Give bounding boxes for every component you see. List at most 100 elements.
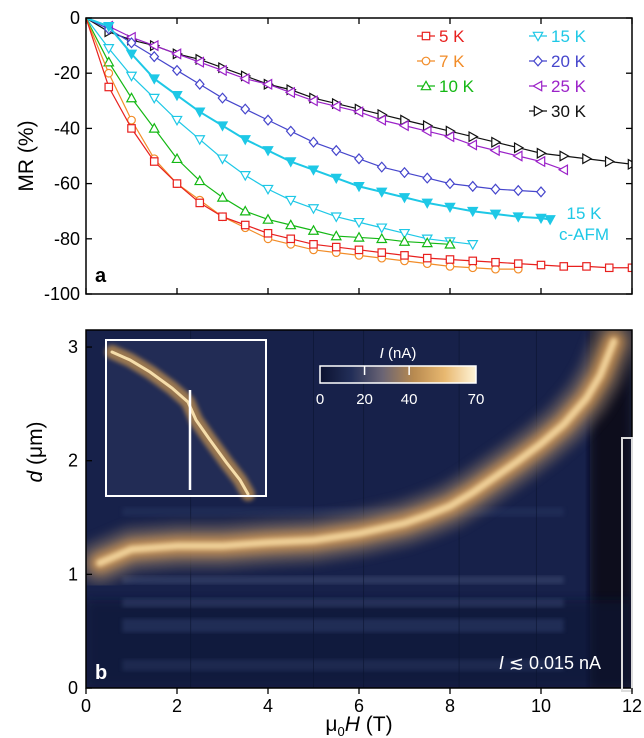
data-point	[627, 158, 632, 171]
x-tick-label: 10	[531, 696, 551, 716]
data-point	[216, 154, 229, 165]
x-tick-label: 0	[81, 696, 91, 716]
series-5-k	[86, 18, 632, 273]
data-point	[536, 186, 546, 198]
data-point	[104, 82, 114, 92]
y-tick-label: -80	[54, 229, 80, 249]
data-point	[513, 141, 525, 154]
data-point	[194, 78, 205, 90]
data-point	[536, 260, 546, 270]
data-point	[353, 231, 365, 242]
data-point	[512, 150, 523, 162]
data-point	[307, 95, 318, 107]
colorbar-tick-label: 70	[468, 391, 485, 408]
data-point	[216, 64, 227, 77]
data-point	[331, 242, 341, 252]
data-point	[422, 172, 433, 184]
data-point	[377, 248, 387, 257]
data-point	[171, 115, 183, 127]
data-point	[445, 255, 455, 264]
data-point	[240, 103, 251, 115]
data-point	[284, 86, 296, 99]
inset-trace-core	[110, 350, 250, 496]
data-point	[148, 74, 160, 85]
data-point	[285, 219, 297, 230]
data-point	[217, 92, 228, 104]
data-point	[194, 135, 206, 146]
colorbar-bar	[319, 365, 477, 384]
data-point	[490, 183, 501, 195]
data-point	[331, 144, 342, 157]
x-tick-label: 2	[172, 696, 182, 716]
data-point	[125, 49, 138, 60]
legend-entry-7-k: 7 K	[417, 52, 465, 71]
data-point	[125, 71, 138, 82]
data-point	[307, 224, 320, 235]
panel-a-annotation-line2: c-AFM	[559, 225, 609, 244]
data-point	[239, 171, 251, 182]
data-point	[604, 263, 614, 273]
x-title-unit: (T)	[360, 713, 393, 736]
data-point	[353, 217, 365, 229]
legend-label: 20 K	[551, 52, 587, 71]
data-point	[467, 206, 479, 218]
x-tick-label: 6	[354, 696, 364, 716]
legend-label: 10 K	[439, 77, 475, 96]
heatmap-band	[122, 598, 564, 608]
legend-swatch-marker	[533, 55, 543, 67]
legend-label: 7 K	[439, 52, 465, 71]
panel-a: 0 -20 -40 -60 -80 -100 MR (%) 5 K 7 K 10 K 15 K 2…	[15, 8, 633, 304]
low-current-box	[621, 437, 633, 692]
legend-entry-20-k: 20 K	[529, 52, 587, 71]
data-point	[513, 259, 523, 268]
legend-swatch-marker	[532, 31, 544, 42]
heatmap-band	[122, 576, 564, 585]
legend-swatch-marker	[420, 80, 432, 91]
heatmap-band	[122, 659, 564, 671]
data-point	[171, 48, 182, 60]
legend-label: 30 K	[551, 102, 587, 121]
legend-entry-30-k: 30 K	[529, 102, 587, 121]
y-title-symbol: d	[24, 470, 47, 483]
data-point	[354, 153, 364, 165]
data-point	[421, 198, 433, 209]
heatmap-bottom-shade	[86, 600, 632, 688]
legend-entry-25-k: 25 K	[529, 77, 587, 96]
data-point	[421, 237, 433, 248]
series-15-k-c-afm-line	[86, 18, 551, 221]
data-point	[194, 174, 206, 186]
data-point	[376, 187, 388, 198]
data-point	[125, 92, 138, 103]
legend-swatch-marker	[421, 56, 431, 66]
data-point	[422, 253, 432, 263]
low-current-note: I ≲ 0.015 nA	[499, 653, 601, 673]
data-point	[103, 21, 115, 33]
data-point	[398, 235, 411, 246]
y-title-unit: (μm)	[24, 421, 47, 470]
colorbar-title-symbol: I	[380, 345, 384, 362]
legend-label: 5 K	[439, 27, 465, 46]
data-point	[307, 204, 320, 215]
data-point	[489, 144, 500, 157]
data-point	[172, 64, 182, 77]
series-15-k	[86, 18, 479, 251]
data-point	[535, 213, 547, 225]
data-point	[375, 114, 387, 126]
panel-a-y-axis: 0 -20 -40 -60 -80 -100	[44, 8, 632, 304]
legend-entry-15-k: 15 K	[529, 27, 587, 46]
x-title-subscript: 0	[338, 724, 345, 738]
data-point	[582, 153, 593, 165]
legend-swatch-marker	[421, 31, 431, 41]
data-point	[216, 121, 229, 132]
data-point	[444, 130, 455, 143]
data-point	[557, 164, 569, 176]
data-point	[535, 155, 546, 168]
data-point	[263, 114, 273, 126]
y-tick-label: 2	[68, 451, 78, 471]
data-point	[239, 135, 251, 146]
heatmap-ridge	[86, 330, 632, 586]
panel-a-legend: 5 K 7 K 10 K 15 K 20 K 25 K 30 K	[417, 27, 587, 121]
heatmap-stripes	[122, 330, 564, 688]
inset-current-trace	[105, 345, 255, 501]
